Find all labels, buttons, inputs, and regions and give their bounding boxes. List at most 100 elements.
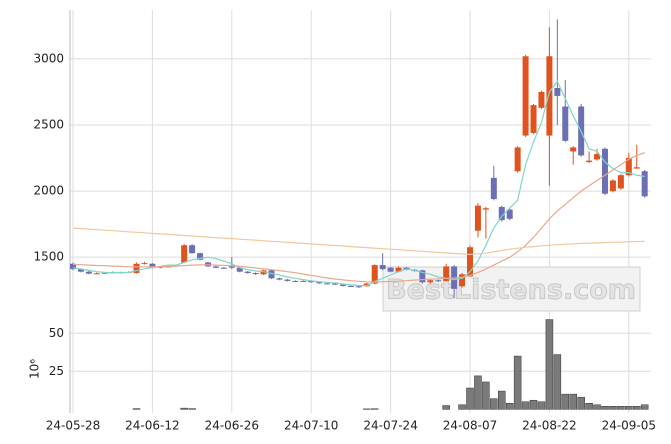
candle-body bbox=[189, 245, 196, 254]
y-axis-label: 10⁶ bbox=[28, 359, 42, 379]
x-tick-label: 24-07-24 bbox=[363, 419, 417, 433]
candle-body bbox=[435, 280, 442, 282]
volume-bar bbox=[474, 375, 482, 410]
x-tick-label: 24-08-07 bbox=[443, 419, 497, 433]
y-tick-label: 2500 bbox=[33, 117, 64, 131]
y-tick-label: 50 bbox=[49, 326, 64, 340]
volume-bar bbox=[513, 355, 522, 410]
x-tick-label: 24-08-22 bbox=[522, 419, 576, 433]
candle-body bbox=[324, 283, 331, 285]
candle-body bbox=[570, 147, 577, 152]
candle-body bbox=[276, 278, 283, 280]
candle-body bbox=[443, 266, 450, 281]
candle-body bbox=[77, 269, 84, 272]
x-tick-label: 24-07-10 bbox=[284, 419, 338, 433]
volume-bar bbox=[585, 403, 593, 410]
candle-body bbox=[554, 87, 561, 96]
volume-bar bbox=[505, 403, 514, 410]
volume-bar bbox=[625, 406, 633, 410]
x-tick-label: 24-09-05 bbox=[602, 419, 656, 433]
candle-body bbox=[260, 270, 267, 275]
candle-body bbox=[252, 273, 259, 275]
volume-bar bbox=[561, 393, 570, 410]
candle-body bbox=[300, 280, 307, 282]
moving-average-line bbox=[72, 152, 645, 283]
candle-body bbox=[133, 263, 140, 274]
volume-bar bbox=[529, 399, 538, 410]
volume-bar bbox=[553, 354, 562, 410]
x-tick-label: 24-05-28 bbox=[46, 419, 100, 433]
candle-body bbox=[316, 282, 323, 284]
candle-body bbox=[482, 208, 489, 210]
candle-body bbox=[363, 283, 370, 287]
x-tick-label: 24-06-26 bbox=[205, 419, 259, 433]
candle-body bbox=[586, 160, 593, 162]
candle-body bbox=[467, 247, 473, 277]
candle-body bbox=[395, 267, 402, 272]
candle-body bbox=[633, 167, 640, 169]
volume-bar bbox=[498, 390, 506, 410]
volume-bar bbox=[601, 406, 609, 410]
volume-bar bbox=[632, 406, 641, 410]
candle-body bbox=[459, 274, 466, 287]
candle-body bbox=[506, 209, 513, 219]
y-tick-label: 25 bbox=[49, 364, 64, 378]
candle-body bbox=[530, 105, 537, 133]
candle-body bbox=[197, 253, 204, 260]
candle-body bbox=[244, 271, 251, 274]
y-tick-label: 3000 bbox=[33, 51, 64, 65]
x-tick-label: 24-06-12 bbox=[125, 419, 179, 433]
candle-body bbox=[308, 280, 315, 283]
volume-bar bbox=[569, 393, 577, 410]
candle-body bbox=[387, 267, 394, 272]
candle-body bbox=[228, 266, 235, 268]
candle-body bbox=[284, 279, 291, 281]
candle-body bbox=[594, 154, 601, 160]
candle-body bbox=[141, 263, 148, 265]
candle-body bbox=[379, 265, 386, 270]
candle-body bbox=[101, 272, 108, 274]
volume-bar bbox=[490, 398, 498, 410]
volume-bar bbox=[180, 407, 188, 410]
volume-bar bbox=[442, 405, 450, 410]
candle-body bbox=[601, 148, 608, 194]
candle-body bbox=[355, 286, 362, 288]
candle-body bbox=[625, 158, 632, 176]
candle-body bbox=[474, 205, 481, 231]
candle-body bbox=[292, 280, 299, 282]
moving-average-line bbox=[72, 80, 645, 287]
candle-body bbox=[371, 265, 378, 284]
volume-bar bbox=[482, 381, 490, 410]
candle-body bbox=[490, 177, 497, 199]
moving-average-line bbox=[72, 227, 645, 256]
y-tick-label: 1500 bbox=[33, 250, 64, 264]
candle-body bbox=[498, 206, 505, 221]
candle-body bbox=[268, 270, 275, 279]
volume-bar bbox=[593, 404, 601, 410]
candle-body bbox=[347, 285, 354, 287]
volume-bar bbox=[577, 396, 585, 410]
volume-bar bbox=[521, 401, 530, 410]
volume-bar bbox=[545, 319, 554, 410]
volume-bar bbox=[132, 408, 141, 410]
candle-body bbox=[212, 266, 219, 268]
candle-body bbox=[220, 267, 227, 269]
candle-body bbox=[609, 180, 616, 192]
candle-body bbox=[514, 147, 521, 172]
volume-bar bbox=[537, 401, 546, 410]
candle-body bbox=[85, 271, 92, 274]
volume-bar bbox=[640, 404, 649, 410]
candle-body bbox=[641, 171, 648, 197]
volume-bar bbox=[617, 406, 625, 410]
candle-body bbox=[339, 284, 346, 286]
candle-body bbox=[181, 245, 188, 263]
candle-body bbox=[617, 175, 624, 189]
candle-body bbox=[427, 280, 434, 283]
candle-body bbox=[149, 263, 156, 268]
candle-body bbox=[70, 263, 76, 270]
candle-body bbox=[562, 106, 569, 141]
volume-bar bbox=[188, 408, 196, 410]
candle-body bbox=[236, 267, 243, 272]
